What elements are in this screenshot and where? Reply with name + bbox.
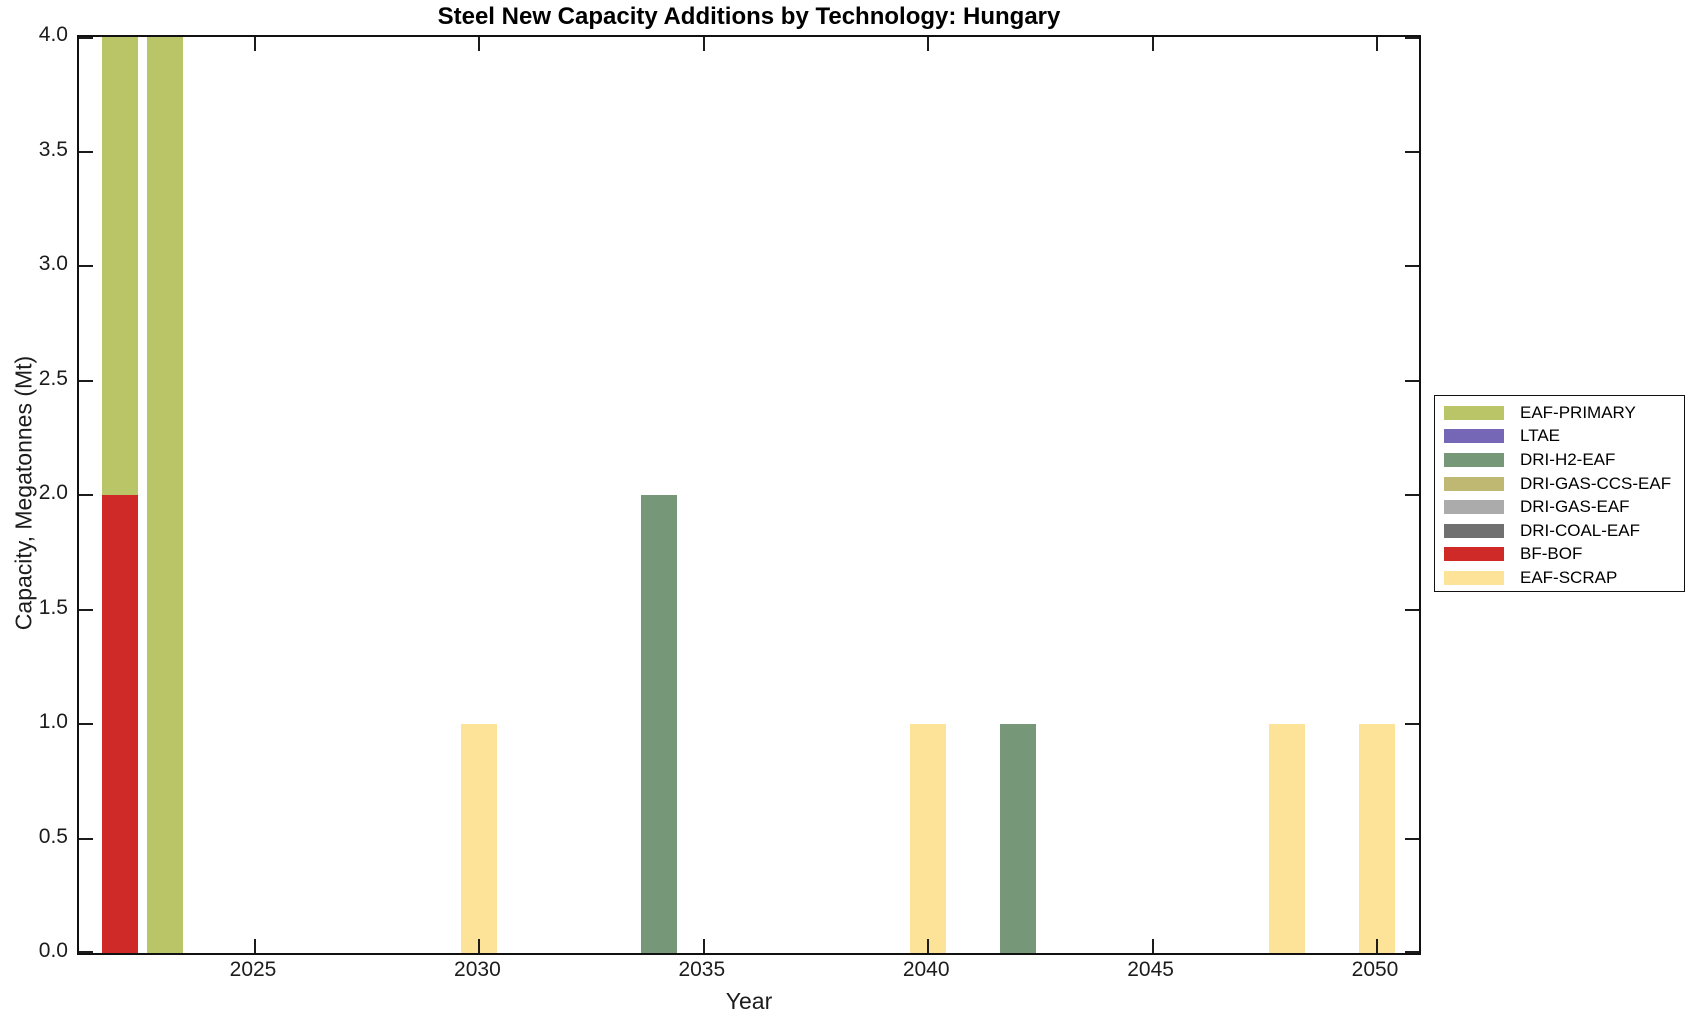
y-tick-label: 2.5 [38,366,68,390]
bar-segment-2023-eaf-primary [147,37,184,953]
bar-segment-2034-dri-h2-eaf [640,495,677,953]
y-tick-right [1405,379,1419,382]
bar-segment-2050-eaf-scrap [1359,724,1395,953]
legend-swatch-dri-gas-ccs-eaf [1444,476,1504,491]
legend-swatch-ltae [1444,429,1504,444]
x-tick [478,939,481,953]
legend: EAF-PRIMARY LTAE DRI-H2-EAF DRI-GAS-CCS-EAF… [1434,395,1685,592]
legend-swatch-dri-gas-eaf [1444,500,1504,515]
x-tick [1376,939,1378,953]
legend-swatch-bf-bof [1444,547,1504,562]
x-tick-label: 2035 [678,958,726,981]
legend-row-dri-gas-ccs-eaf: DRI-GAS-CCS-EAF [1435,472,1684,496]
x-tick-top [478,37,481,51]
bar-segment-2030-eaf-scrap [461,724,498,953]
legend-swatch-dri-coal-eaf [1444,523,1504,538]
x-tick [1151,939,1154,953]
x-tick [927,939,930,953]
y-tick-label: 2.0 [38,481,68,504]
y-tick-right [1405,150,1419,153]
legend-row-eaf-scrap: EAF-SCRAP [1435,566,1684,590]
legend-label: BF-BOF [1520,544,1583,564]
y-tick [79,837,93,840]
x-tick-label: 2025 [229,958,277,981]
x-tick-top [1151,37,1154,51]
legend-label: EAF-PRIMARY [1520,402,1636,422]
y-tick-right [1405,494,1419,496]
y-tick-label: 4.0 [38,23,68,46]
x-tick [702,939,705,953]
x-tick [254,939,256,953]
x-tick-label: 2040 [902,958,950,981]
legend-row-eaf-primary: EAF-PRIMARY [1435,401,1684,425]
legend-swatch-eaf-scrap [1444,570,1504,585]
y-tick-label: 3.5 [38,137,68,161]
x-tick-top [254,37,256,51]
legend-label: DRI-GAS-CCS-EAF [1520,473,1672,493]
y-tick-label: 3.0 [38,252,68,275]
legend-row-ltae: LTAE [1435,425,1684,449]
legend-swatch-eaf-primary [1444,405,1504,420]
legend-label: EAF-SCRAP [1520,567,1618,587]
y-tick [79,951,93,953]
x-tick-label: 2050 [1351,958,1399,981]
x-tick-label: 2030 [454,958,501,981]
x-tick-label: 2045 [1127,958,1174,981]
y-tick-right [1405,951,1419,953]
y-tick-right [1405,608,1419,611]
y-tick [79,150,93,153]
legend-label: LTAE [1520,426,1560,446]
y-tick [79,494,93,496]
y-tick-label: 1.5 [38,595,68,619]
legend-row-dri-gas-eaf: DRI-GAS-EAF [1435,495,1684,519]
legend-label: DRI-COAL-EAF [1520,520,1640,540]
legend-row-dri-coal-eaf: DRI-COAL-EAF [1435,519,1684,543]
y-tick-label: 0.5 [38,824,68,848]
y-tick [79,379,93,382]
x-axis-label: Year [725,988,773,1014]
bar-segment-2048-eaf-scrap [1269,724,1306,953]
legend-label: DRI-H2-EAF [1520,449,1616,469]
legend-row-bf-bof: BF-BOF [1435,543,1684,567]
y-tick-right [1405,837,1419,840]
y-tick-right [1405,37,1419,39]
bar-segment-2042-dri-h2-eaf [999,724,1036,953]
x-tick-top [1376,37,1378,51]
bar-segment-2040-eaf-scrap [910,724,947,953]
chart-title: Steel New Capacity Additions by Technolo… [437,3,1061,30]
y-tick [79,608,93,611]
y-tick-right [1405,265,1419,267]
plot-area [77,35,1421,955]
legend-label: DRI-GAS-EAF [1520,497,1630,517]
x-tick-top [702,37,705,51]
y-tick [79,723,93,725]
x-tick-top [927,37,930,51]
y-tick-right [1405,723,1419,725]
y-tick-label: 0.0 [38,939,68,962]
legend-row-dri-h2-eaf: DRI-H2-EAF [1435,448,1684,472]
bar-segment-2022-bf-bof [102,495,139,953]
y-tick-label: 1.0 [38,710,68,733]
legend-swatch-dri-h2-eaf [1444,452,1504,467]
bar-segment-2022-eaf-primary [102,37,139,495]
y-tick [79,37,93,39]
y-tick [79,265,93,267]
